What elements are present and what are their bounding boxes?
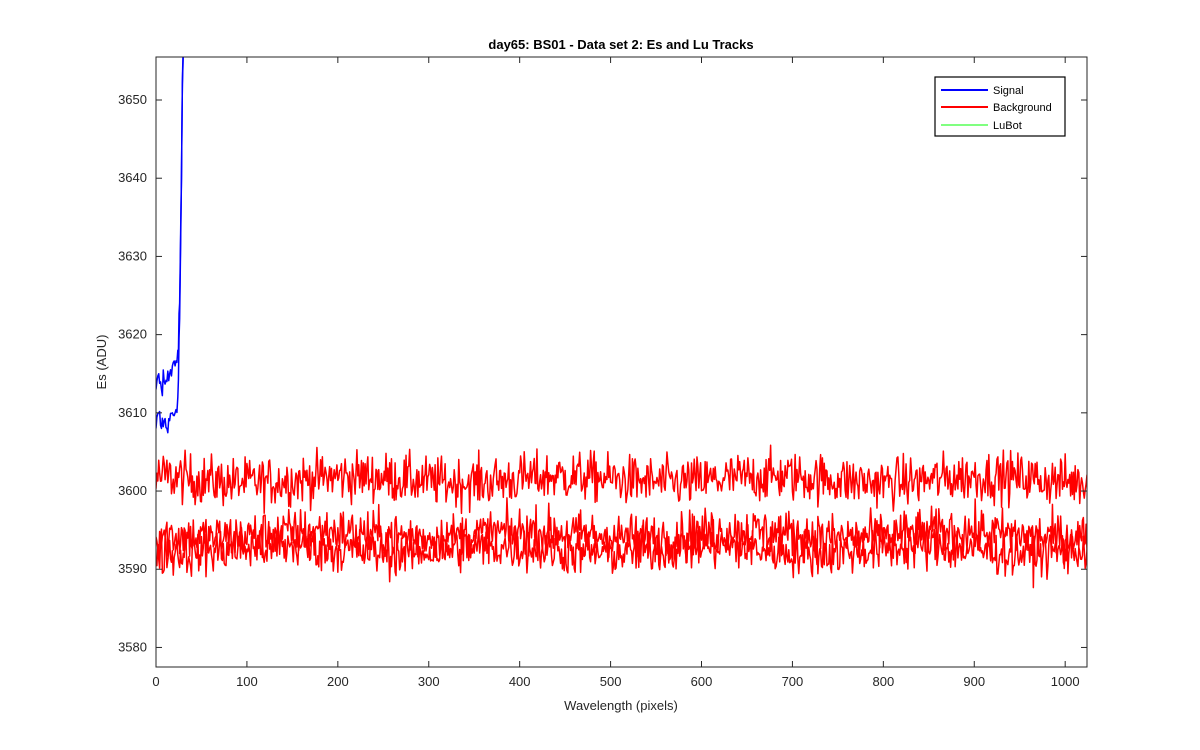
y-tick-label: 3600: [118, 483, 147, 498]
x-tick-label: 700: [782, 674, 804, 689]
x-tick-label: 300: [418, 674, 440, 689]
x-axis-label: Wavelength (pixels): [564, 698, 678, 713]
legend-label-lubot: LuBot: [993, 120, 1022, 132]
x-tick-label: 600: [691, 674, 713, 689]
x-tick-label: 400: [509, 674, 531, 689]
series-line-signal-1: [156, 57, 184, 397]
x-tick-label: 0: [152, 674, 159, 689]
series-line-background-2: [156, 444, 1087, 515]
series-layer: [156, 57, 1087, 589]
plot-area: [156, 57, 1087, 667]
x-tick-label: 1000: [1051, 674, 1080, 689]
y-tick-label: 3650: [118, 92, 147, 107]
y-tick-label: 3640: [118, 170, 147, 185]
ticks-layer: 0 100 200 300 400 500 600 700 800 900 1000 3580 3590…: [118, 57, 1087, 689]
y-axis-label: Es (ADU): [94, 335, 109, 390]
x-tick-label: 100: [236, 674, 258, 689]
x-tick-label: 800: [872, 674, 894, 689]
plot-frame: [155, 56, 1088, 668]
y-tick-label: 3580: [118, 639, 147, 654]
legend-label-background: Background: [993, 102, 1052, 114]
y-tick-label: 3620: [118, 327, 147, 342]
series-line-background-4: [156, 515, 1087, 589]
series-line-background-3: [156, 497, 1087, 570]
y-tick-label: 3610: [118, 405, 147, 420]
x-tick-label: 200: [327, 674, 349, 689]
y-tick-label: 3590: [118, 561, 147, 576]
y-tick-label: 3630: [118, 248, 147, 263]
legend: Signal Background LuBot: [934, 76, 1066, 137]
x-tick-label: 500: [600, 674, 622, 689]
x-tick-label: 900: [963, 674, 985, 689]
legend-label-signal: Signal: [993, 85, 1024, 97]
chart-title: day65: BS01 - Data set 2: Es and Lu Trac…: [488, 37, 753, 52]
